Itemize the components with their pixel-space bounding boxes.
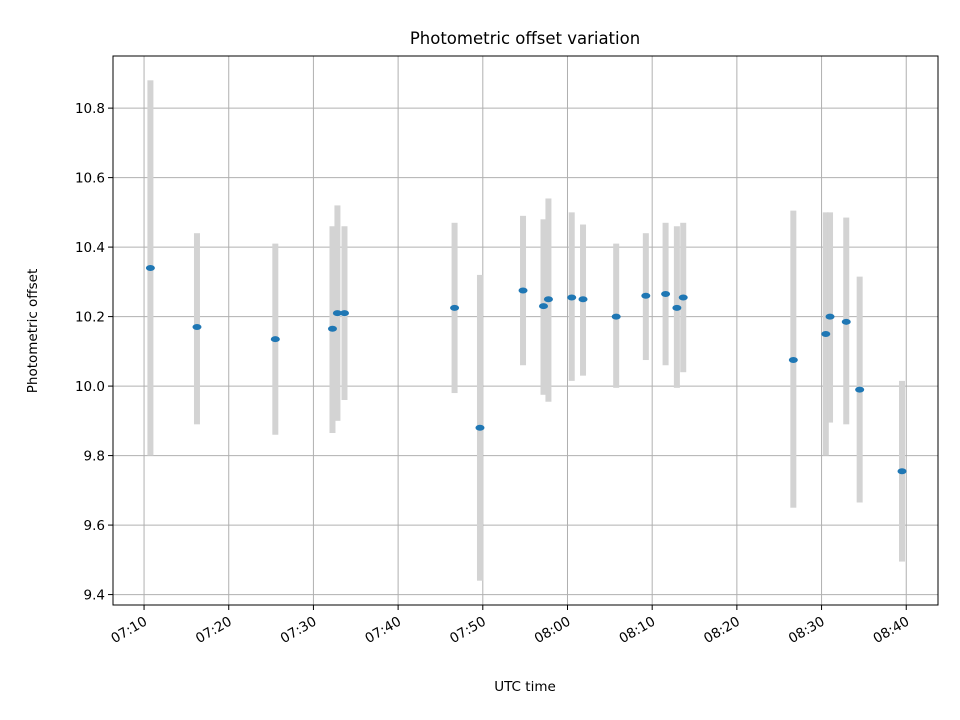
data-point — [475, 424, 485, 431]
y-tick-label: 9.8 — [84, 449, 105, 465]
data-point — [450, 304, 460, 311]
y-tick-label: 9.6 — [84, 518, 105, 534]
data-point — [270, 336, 280, 343]
y-tick-label: 9.4 — [84, 588, 105, 604]
chart-title: Photometric offset variation — [410, 29, 640, 48]
y-axis-label: Photometric offset — [25, 269, 41, 393]
data-points — [145, 264, 907, 475]
data-point — [192, 324, 202, 331]
data-point — [538, 303, 548, 310]
data-point — [788, 357, 798, 364]
data-point — [821, 330, 831, 337]
y-tick-label: 10.8 — [75, 101, 105, 117]
data-point — [641, 292, 651, 299]
data-point — [578, 296, 588, 303]
data-point — [661, 291, 671, 298]
data-point — [855, 386, 865, 393]
data-point — [327, 325, 337, 332]
data-point — [825, 313, 835, 320]
data-point — [678, 294, 688, 301]
data-point — [332, 310, 342, 317]
plot-frame — [112, 55, 939, 606]
y-tick-label: 10.0 — [75, 379, 105, 395]
data-point — [897, 468, 907, 475]
data-point — [145, 264, 155, 271]
y-tick-label: 10.2 — [75, 310, 105, 326]
data-point — [518, 287, 528, 294]
data-point — [611, 313, 621, 320]
data-point — [672, 304, 682, 311]
data-point — [543, 296, 553, 303]
data-point — [339, 310, 349, 317]
y-tick-label: 10.6 — [75, 171, 105, 187]
y-tick-label: 10.4 — [75, 240, 105, 256]
data-point — [567, 294, 577, 301]
y-axis-ticks: 9.4 9.6 9.8 10.0 10.2 10.4 10.6 10.8 — [75, 101, 113, 604]
data-point — [841, 318, 851, 325]
x-axis-label: UTC time — [494, 679, 556, 695]
